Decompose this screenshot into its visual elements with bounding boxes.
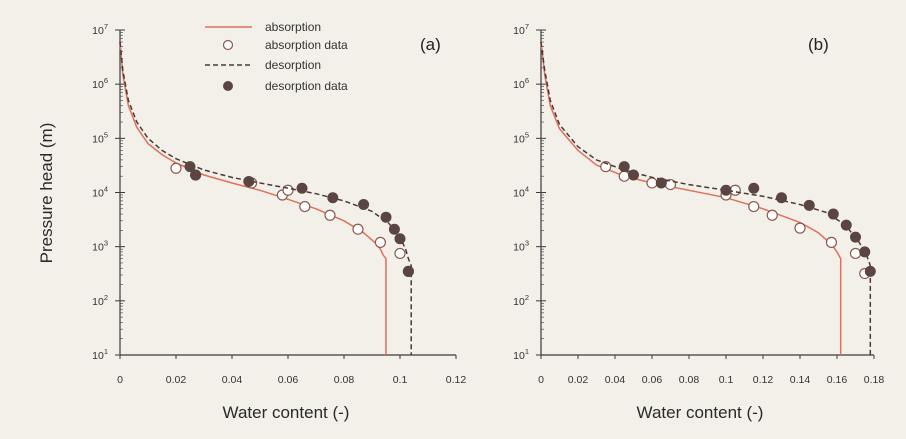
panel-a-absorption-data-point [374, 236, 386, 248]
panel-b-x-axis-label: Water content (-) [637, 403, 764, 422]
panel-b-x-tick-label: 0.06 [642, 374, 663, 386]
panel-b: (b) Water content (-) 101 102 103 104 105 106… [513, 22, 884, 422]
panel-b-y-tick-label: 105 [513, 130, 529, 145]
panel-a-absorption-data-point [299, 200, 311, 213]
panel-a-desorption-data-point [296, 182, 308, 194]
panel-b-y-tick-label: 104 [513, 185, 529, 200]
panel-b-x-tick-label: 0.12 [753, 374, 774, 386]
panel-b-absorption-data-point [600, 161, 612, 173]
panel-a-absorption-line [119, 41, 387, 355]
panel-b-y-tick-label: 103 [513, 239, 529, 254]
panel-b-x-tick-label: 0.18 [864, 374, 885, 386]
panel-b-y-tick-label: 107 [513, 22, 529, 37]
panel-a: (a) Water content (-) absorption absorpt… [92, 20, 466, 422]
panel-b-absorption-data-point [646, 177, 658, 189]
y-axis-label: Pressure head (m) [37, 123, 56, 264]
panel-b-desorption-data-point [776, 192, 787, 204]
panel-a-x-tick-label: 0 [117, 374, 123, 386]
panel-a-y-tick-label: 104 [92, 185, 108, 200]
panel-a-y-tick-label: 105 [92, 130, 108, 145]
panel-b-desorption-data-point [827, 208, 839, 220]
legend: absorption absorption data desorption de… [205, 20, 348, 93]
panel-a-x-tick-label: 0.04 [222, 374, 243, 386]
legend-desorption-data-swatch [223, 81, 233, 91]
panel-a-desorption-data-point [327, 192, 339, 204]
panel-a-desorption-data-point [184, 161, 196, 173]
panel-b-desorption-line [540, 41, 872, 355]
panel-b-x-tick-label: 0.1 [719, 374, 734, 386]
panel-b-desorption-data-point [618, 161, 630, 173]
panel-b-absorption-data-point [618, 170, 630, 182]
panel-a-absorption-data-point [282, 184, 294, 196]
panel-a-desorption-data-point [402, 265, 414, 277]
panel-a-absorption-data-point [352, 223, 364, 235]
panel-a-x-tick-label: 0.08 [334, 374, 355, 386]
panel-b-absorption-data-point [825, 236, 838, 248]
panel-b-absorption-data-point [748, 200, 760, 213]
panel-a-absorption-data-point [170, 162, 182, 174]
panel-b-x-tick-label: 0 [538, 374, 544, 386]
panel-a-desorption-data-point [380, 211, 392, 223]
panel-a-desorption-data-point [388, 223, 400, 235]
panel-a-y-tick-label: 102 [92, 293, 108, 308]
panel-a-absorption-data-point [324, 209, 336, 221]
panel-a-y-tick-label: 107 [92, 22, 108, 37]
panel-a-label: (a) [420, 35, 441, 54]
panel-a-y-tick-label: 103 [92, 239, 108, 254]
panel-a-desorption-data-point [358, 199, 370, 211]
legend-desorption-data-label: desorption data [265, 79, 348, 93]
panel-b-desorption-data-point [628, 169, 639, 181]
panel-a-desorption-data-point [394, 233, 406, 245]
panel-a-absorption-data-point [394, 247, 406, 260]
panel-b-desorption-data-point [840, 219, 852, 231]
panel-b-desorption-data-point [655, 177, 667, 189]
panel-b-desorption-data-point [803, 199, 815, 211]
panel-b-x-tick-label: 0.02 [568, 374, 589, 386]
panel-b-desorption-data-point [864, 265, 876, 277]
legend-desorption-label: desorption [265, 58, 321, 72]
panel-b-label: (b) [808, 35, 829, 54]
panel-a-x-tick-label: 0.02 [166, 374, 187, 386]
panel-b-desorption-data-point [720, 184, 732, 196]
panel-a-x-axis-label: Water content (-) [223, 403, 350, 422]
panel-a-x-tick-label: 0.1 [393, 374, 408, 386]
panel-a-desorption-data-point [243, 175, 255, 187]
panel-b-absorption-data-point [729, 184, 741, 196]
panel-b-desorption-data-point [748, 182, 760, 194]
legend-absorption-data-swatch [222, 39, 234, 51]
panel-a-y-tick-label: 106 [92, 76, 108, 91]
panel-b-x-tick-label: 0.16 [827, 374, 848, 386]
panel-a-desorption-data-point [190, 169, 202, 181]
panel-b-x-tick-label: 0.04 [605, 374, 626, 386]
panel-b-absorption-data-point [849, 247, 862, 260]
panel-b-x-tick-label: 0.08 [679, 374, 700, 386]
panel-b-y-tick-label: 101 [513, 347, 529, 362]
panel-b-desorption-data-point [850, 231, 861, 243]
panel-b-absorption-data-point [794, 222, 806, 234]
panel-b-desorption-data-point [859, 246, 871, 258]
panel-a-x-tick-label: 0.12 [446, 374, 467, 386]
panel-b-absorption-data-point [766, 209, 778, 221]
legend-absorption-data-label: absorption data [265, 38, 348, 52]
panel-a-x-tick-label: 0.06 [278, 374, 299, 386]
panel-b-x-tick-label: 0.14 [790, 374, 811, 386]
legend-absorption-label: absorption [265, 20, 321, 34]
panel-b-y-tick-label: 102 [513, 293, 529, 308]
panel-b-y-tick-label: 106 [513, 76, 529, 91]
panel-a-y-tick-label: 101 [92, 347, 108, 362]
